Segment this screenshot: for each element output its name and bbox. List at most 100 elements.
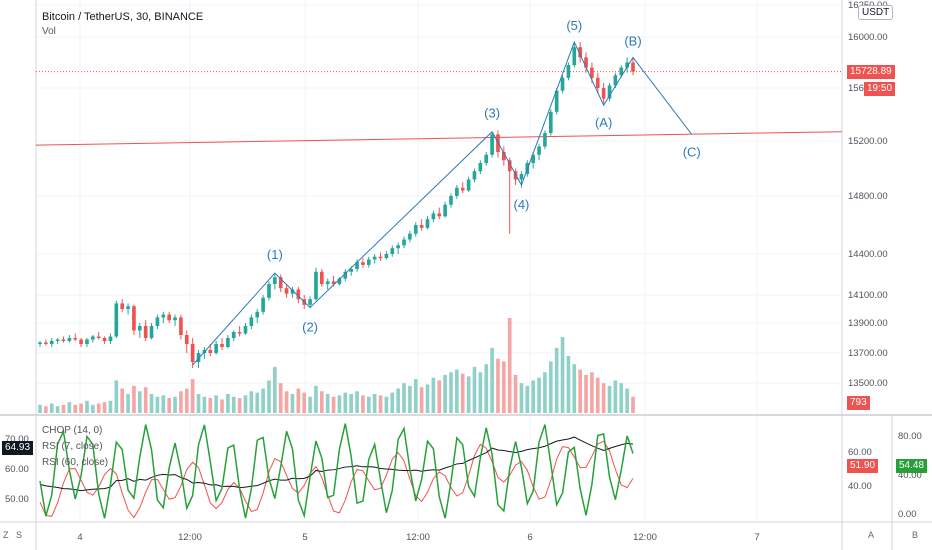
volume-bar xyxy=(572,364,577,413)
candle xyxy=(449,196,453,205)
volume-bar xyxy=(408,385,412,413)
candle xyxy=(173,317,177,321)
volume-bar xyxy=(290,394,295,413)
candle xyxy=(607,85,612,99)
candle xyxy=(91,336,95,340)
chop-value-tag: 64.93 xyxy=(2,441,34,455)
candle xyxy=(331,281,336,285)
volume-bar xyxy=(566,356,571,413)
candle xyxy=(161,314,166,318)
volume-bar xyxy=(126,394,130,413)
volume-bar xyxy=(531,380,536,413)
candle xyxy=(519,174,524,180)
candle xyxy=(402,239,406,246)
volume-bar xyxy=(619,383,624,413)
volume-bar xyxy=(108,400,113,413)
candle xyxy=(73,338,78,340)
price-tick-label: 13500.00 xyxy=(848,378,888,389)
candle xyxy=(343,271,348,279)
volume-bar xyxy=(325,394,330,413)
candle xyxy=(413,225,418,234)
indicator-left-tick: 70.00 xyxy=(5,434,29,445)
time-tick-label: 12:00 xyxy=(406,532,430,543)
price-tick-label: 16000.00 xyxy=(848,32,888,43)
volume-bar xyxy=(525,385,530,413)
candle xyxy=(543,133,547,147)
candle xyxy=(179,317,183,335)
volume-bar xyxy=(507,318,512,413)
candle xyxy=(155,317,160,326)
time-tick-label: 12:00 xyxy=(633,532,657,543)
candle xyxy=(296,289,301,300)
candle xyxy=(625,62,629,68)
volume-bar xyxy=(278,383,283,413)
left-letter-2[interactable]: S xyxy=(16,530,23,540)
candle xyxy=(96,336,101,338)
volume-bar xyxy=(607,385,612,413)
trendline xyxy=(35,131,843,146)
volume-bar xyxy=(132,385,136,413)
indicator-left-tick: 60.00 xyxy=(5,464,29,475)
indicator-right-tick: 60.00 xyxy=(848,447,872,458)
left-letter[interactable]: Z xyxy=(3,530,9,540)
candle xyxy=(554,90,559,112)
time-tick-label: 6 xyxy=(527,532,532,543)
candle xyxy=(273,277,277,285)
candle xyxy=(466,179,471,191)
candle xyxy=(396,245,400,249)
candle xyxy=(143,326,148,338)
volume-bar xyxy=(214,395,218,413)
volume-bar xyxy=(120,388,125,413)
candle xyxy=(237,332,242,334)
volume-bar xyxy=(284,391,289,413)
volume-bar xyxy=(584,375,588,413)
volume-tag: 793 xyxy=(847,396,870,410)
volume-bar xyxy=(55,406,60,413)
volume-bar xyxy=(396,388,400,413)
price-tick-label: 14800.00 xyxy=(848,191,888,202)
rsi2-value-tag: 54.48 xyxy=(896,459,928,473)
time-tick-label: 4 xyxy=(77,532,82,543)
volume-bar xyxy=(314,385,318,413)
candle xyxy=(308,299,312,305)
volume-bar xyxy=(384,396,389,413)
candle xyxy=(267,284,271,298)
price-tick-label: 13900.00 xyxy=(848,318,888,329)
volume-bar xyxy=(478,372,483,413)
candle xyxy=(355,262,359,270)
candle xyxy=(408,233,412,240)
b-button[interactable]: B xyxy=(912,530,919,540)
candle xyxy=(460,187,465,191)
volume-bar xyxy=(190,379,195,413)
volume-bar xyxy=(184,388,189,413)
volume-bar xyxy=(220,399,224,413)
candle xyxy=(325,281,330,285)
volume-bar xyxy=(331,396,336,413)
volume-bar xyxy=(519,383,524,413)
volume-bar xyxy=(490,347,494,413)
volume-bar xyxy=(554,347,559,413)
volume-bar xyxy=(590,372,594,413)
candle xyxy=(243,326,248,334)
candle xyxy=(190,344,195,362)
candle xyxy=(472,171,477,180)
candle xyxy=(108,336,113,341)
volume-bar xyxy=(502,361,506,413)
auto-scale-button[interactable]: A xyxy=(868,530,875,540)
candle xyxy=(390,248,395,254)
candle xyxy=(67,338,72,341)
volume-label: Vol xyxy=(42,26,56,37)
volume-bar xyxy=(578,369,582,413)
volume-bar xyxy=(67,402,72,413)
candle xyxy=(79,339,83,344)
candle xyxy=(220,344,224,347)
candle xyxy=(38,342,42,344)
volume-bar xyxy=(61,404,66,413)
currency-button[interactable]: USDT xyxy=(858,5,894,20)
volume-bar xyxy=(155,396,160,413)
volume-bar xyxy=(49,403,54,413)
candle xyxy=(284,288,289,294)
volume-bar xyxy=(455,369,459,413)
volume-bar xyxy=(625,388,629,413)
